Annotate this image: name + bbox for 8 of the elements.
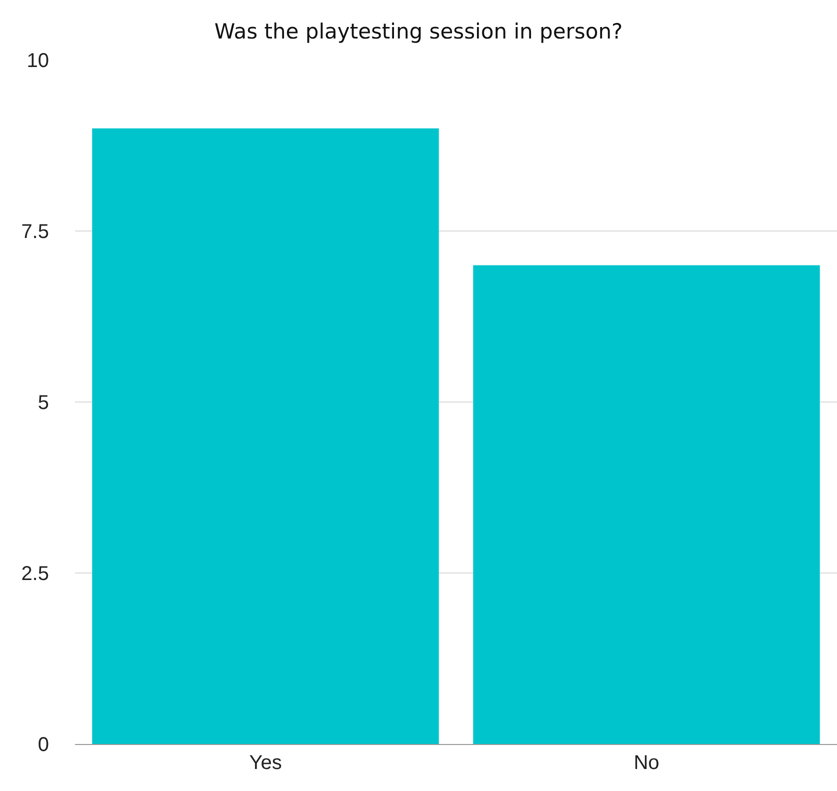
x-tick-label: No bbox=[634, 752, 660, 774]
chart-title: Was the playtesting session in person? bbox=[214, 19, 623, 44]
y-tick-label: 10 bbox=[26, 50, 49, 72]
y-tick-label: 2.5 bbox=[21, 563, 49, 585]
y-tick-label: 5 bbox=[38, 392, 49, 414]
y-tick-label: 7.5 bbox=[21, 221, 49, 243]
y-tick-label: 0 bbox=[38, 734, 49, 756]
x-tick-label: Yes bbox=[249, 752, 282, 774]
